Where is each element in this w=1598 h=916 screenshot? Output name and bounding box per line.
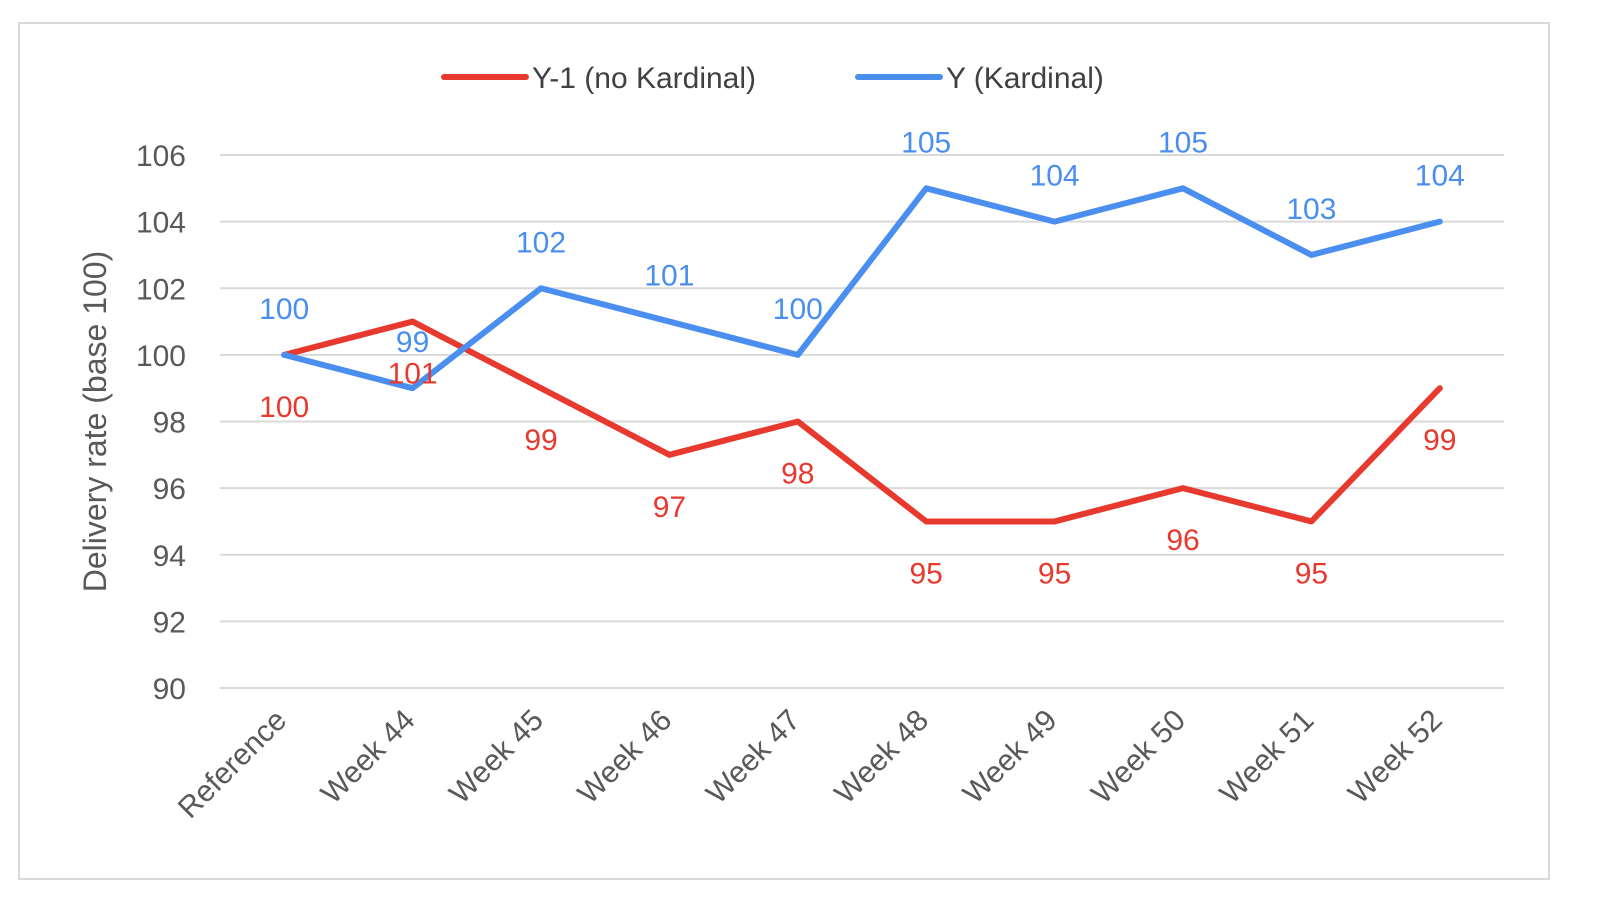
data-label: 99 bbox=[524, 424, 557, 457]
data-label: 100 bbox=[259, 391, 309, 424]
y-tick-label: 98 bbox=[153, 407, 186, 440]
gridlines bbox=[220, 154, 1504, 689]
chart-frame bbox=[18, 22, 1550, 880]
legend-label: Y (Kardinal) bbox=[946, 62, 1104, 95]
legend-label: Y-1 (no Kardinal) bbox=[532, 62, 756, 95]
y-axis-title: Delivery rate (base 100) bbox=[77, 251, 113, 592]
x-tick-label: Week 46 bbox=[572, 704, 679, 811]
x-axis-ticks: Reference Week 44 Week 45 Week 46 Week 47 Wee… bbox=[172, 704, 1449, 825]
y-tick-label: 96 bbox=[153, 473, 186, 506]
data-label: 103 bbox=[1286, 193, 1336, 226]
data-label: 95 bbox=[1038, 557, 1071, 590]
y-tick-label: 102 bbox=[136, 273, 186, 306]
data-label: 101 bbox=[388, 358, 438, 391]
data-label: 104 bbox=[1030, 160, 1080, 193]
data-label: 95 bbox=[910, 557, 943, 590]
y-tick-label: 106 bbox=[136, 140, 186, 173]
data-label: 100 bbox=[259, 293, 309, 326]
data-label: 104 bbox=[1415, 160, 1465, 193]
data-label: 97 bbox=[653, 491, 686, 524]
x-tick-label: Week 52 bbox=[1342, 704, 1449, 811]
x-tick-label: Week 44 bbox=[315, 704, 422, 811]
data-label: 100 bbox=[773, 293, 823, 326]
y-axis-ticks: 90 92 94 96 98 100 102 104 106 bbox=[136, 140, 186, 706]
series-lines bbox=[281, 185, 1443, 525]
data-label: 98 bbox=[781, 458, 814, 491]
data-label: 105 bbox=[901, 126, 951, 159]
data-label: 102 bbox=[516, 226, 566, 259]
y-tick-label: 100 bbox=[136, 340, 186, 373]
x-tick-label: Week 47 bbox=[700, 704, 807, 811]
legend: Y-1 (no Kardinal) Y (Kardinal) bbox=[441, 62, 1104, 95]
x-tick-label: Week 50 bbox=[1085, 704, 1192, 811]
x-tick-label: Reference bbox=[172, 704, 293, 825]
data-label: 99 bbox=[1423, 424, 1456, 457]
y-tick-label: 90 bbox=[153, 673, 186, 706]
x-tick-label: Week 51 bbox=[1214, 704, 1321, 811]
x-tick-label: Week 45 bbox=[443, 704, 550, 811]
data-label: 99 bbox=[396, 326, 429, 359]
x-tick-label: Week 48 bbox=[828, 704, 935, 811]
y-tick-label: 94 bbox=[153, 540, 186, 573]
x-tick-label: Week 49 bbox=[957, 704, 1064, 811]
series-line bbox=[281, 318, 1443, 525]
y-tick-label: 104 bbox=[136, 207, 186, 240]
series-line bbox=[281, 185, 1443, 392]
data-label: 101 bbox=[644, 260, 694, 293]
data-label: 95 bbox=[1295, 557, 1328, 590]
y-tick-label: 92 bbox=[153, 606, 186, 639]
data-label: 105 bbox=[1158, 126, 1208, 159]
data-label: 96 bbox=[1166, 524, 1199, 557]
